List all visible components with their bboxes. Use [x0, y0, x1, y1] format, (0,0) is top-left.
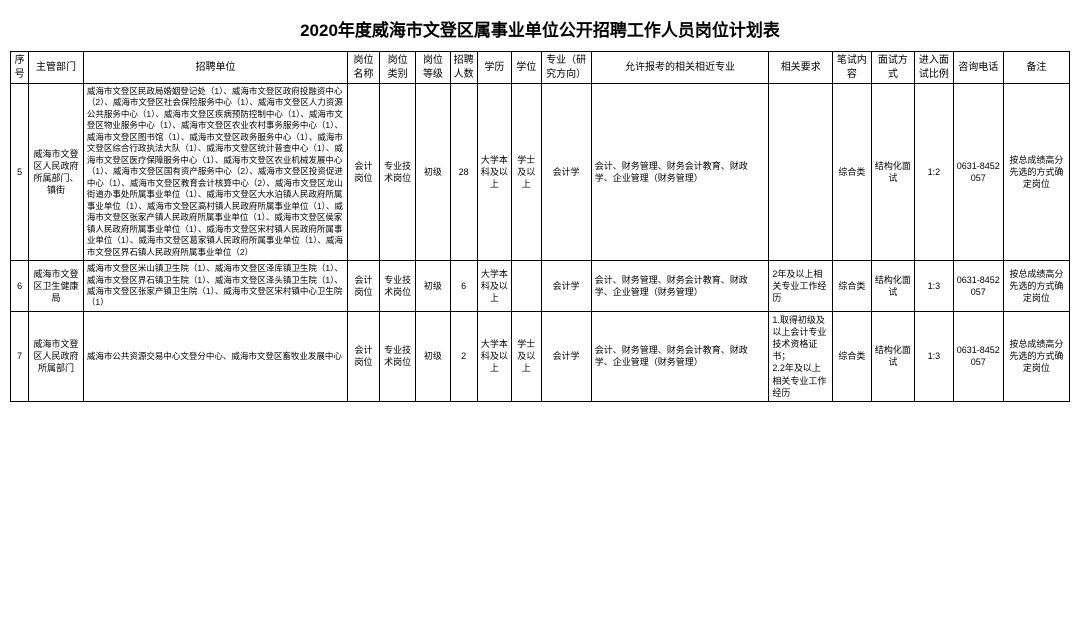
cell-pcat: 专业技术岗位 [379, 84, 415, 261]
cell-maj: 会计学 [541, 261, 591, 312]
cell-num: 2 [450, 311, 477, 401]
page-title: 2020年度威海市文登区属事业单位公开招聘工作人员岗位计划表 [10, 16, 1070, 41]
cell-req: 1.取得初级及以上会计专业技术资格证书； 2.2年及以上相关专业工作经历 [769, 311, 833, 401]
cell-iv: 结构化面试 [871, 261, 914, 312]
th-note: 备注 [1003, 52, 1069, 84]
th-ex: 笔试内容 [833, 52, 872, 84]
cell-dept: 威海市文登区卫生健康局 [29, 261, 84, 312]
cell-edu: 大学本科及以上 [477, 261, 511, 312]
cell-edu: 大学本科及以上 [477, 84, 511, 261]
cell-pname: 会计岗位 [348, 311, 380, 401]
table-header-row: 序号 主管部门 招聘单位 岗位名称 岗位类别 岗位等级 招聘人数 学历 学位 专… [11, 52, 1070, 84]
cell-seq: 5 [11, 84, 29, 261]
th-rel: 允许报考的相关相近专业 [591, 52, 769, 84]
cell-ex: 综合类 [833, 311, 872, 401]
cell-unit: 威海市文登区米山镇卫生院（1）、威海市文登区泽库镇卫生院（1）、威海市文登区界石… [83, 261, 347, 312]
cell-rt: 1:3 [915, 261, 954, 312]
plan-table: 序号 主管部门 招聘单位 岗位名称 岗位类别 岗位等级 招聘人数 学历 学位 专… [10, 51, 1070, 402]
cell-pcat: 专业技术岗位 [379, 311, 415, 401]
cell-maj: 会计学 [541, 311, 591, 401]
th-iv: 面试方式 [871, 52, 914, 84]
cell-req [769, 84, 833, 261]
cell-unit: 威海市公共资源交易中心文登分中心、威海市文登区畜牧业发展中心 [83, 311, 347, 401]
cell-ex: 综合类 [833, 261, 872, 312]
cell-maj: 会计学 [541, 84, 591, 261]
cell-req: 2年及以上相关专业工作经历 [769, 261, 833, 312]
th-maj: 专业（研究方向） [541, 52, 591, 84]
th-unit: 招聘单位 [83, 52, 347, 84]
cell-pname: 会计岗位 [348, 84, 380, 261]
cell-tel: 0631-8452057 [953, 84, 1003, 261]
th-dept: 主管部门 [29, 52, 84, 84]
cell-iv: 结构化面试 [871, 311, 914, 401]
cell-tel: 0631-8452057 [953, 311, 1003, 401]
th-tel: 咨询电话 [953, 52, 1003, 84]
cell-rt: 1:2 [915, 84, 954, 261]
table-row: 7威海市文登区人民政府所属部门威海市公共资源交易中心文登分中心、威海市文登区畜牧… [11, 311, 1070, 401]
th-seq: 序号 [11, 52, 29, 84]
cell-note: 按总成绩高分先选的方式确定岗位 [1003, 311, 1069, 401]
th-pname: 岗位名称 [348, 52, 380, 84]
cell-seq: 6 [11, 261, 29, 312]
cell-pcat: 专业技术岗位 [379, 261, 415, 312]
th-plvl: 岗位等级 [416, 52, 450, 84]
cell-plvl: 初级 [416, 84, 450, 261]
th-req: 相关要求 [769, 52, 833, 84]
cell-edu: 大学本科及以上 [477, 311, 511, 401]
cell-ex: 综合类 [833, 84, 872, 261]
cell-deg [512, 261, 542, 312]
th-num: 招聘人数 [450, 52, 477, 84]
cell-dept: 威海市文登区人民政府所属部门 [29, 311, 84, 401]
th-deg: 学位 [512, 52, 542, 84]
cell-iv: 结构化面试 [871, 84, 914, 261]
cell-deg: 学士及以上 [512, 311, 542, 401]
cell-note: 按总成绩高分先选的方式确定岗位 [1003, 84, 1069, 261]
cell-tel: 0631-8452057 [953, 261, 1003, 312]
cell-plvl: 初级 [416, 261, 450, 312]
cell-deg: 学士及以上 [512, 84, 542, 261]
table-row: 5威海市文登区人民政府所属部门、镇街威海市文登区民政局婚姻登记处（1）、威海市文… [11, 84, 1070, 261]
th-pcat: 岗位类别 [379, 52, 415, 84]
cell-rel: 会计、财务管理、财务会计教育、财政学、企业管理（财务管理） [591, 311, 769, 401]
cell-num: 28 [450, 84, 477, 261]
cell-rt: 1:3 [915, 311, 954, 401]
th-rt: 进入面试比例 [915, 52, 954, 84]
cell-seq: 7 [11, 311, 29, 401]
cell-dept: 威海市文登区人民政府所属部门、镇街 [29, 84, 84, 261]
cell-unit: 威海市文登区民政局婚姻登记处（1）、威海市文登区政府投融资中心（2）、威海市文登… [83, 84, 347, 261]
th-edu: 学历 [477, 52, 511, 84]
cell-plvl: 初级 [416, 311, 450, 401]
cell-note: 按总成绩高分先选的方式确定岗位 [1003, 261, 1069, 312]
cell-rel: 会计、财务管理、财务会计教育、财政学、企业管理（财务管理） [591, 261, 769, 312]
table-row: 6威海市文登区卫生健康局威海市文登区米山镇卫生院（1）、威海市文登区泽库镇卫生院… [11, 261, 1070, 312]
cell-num: 6 [450, 261, 477, 312]
cell-pname: 会计岗位 [348, 261, 380, 312]
cell-rel: 会计、财务管理、财务会计教育、财政学、企业管理（财务管理） [591, 84, 769, 261]
